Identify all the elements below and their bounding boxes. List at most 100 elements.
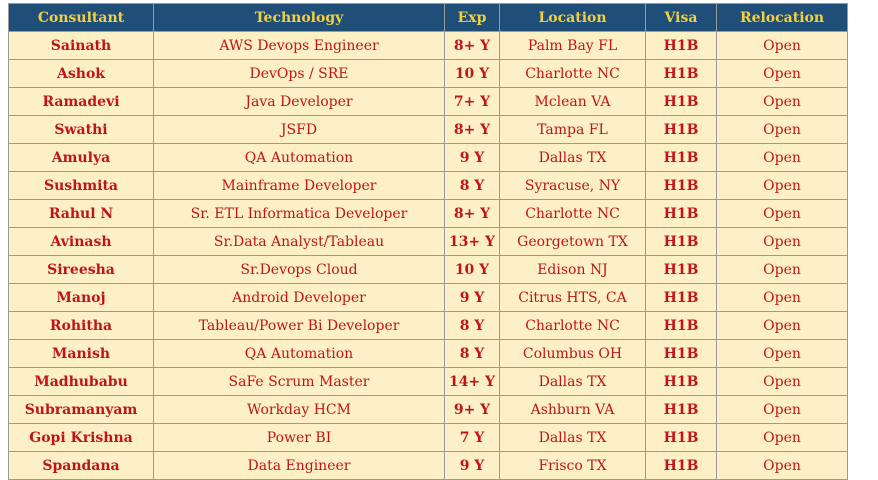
header-location: Location [499, 3, 646, 32]
table-row: Sainath AWS Devops Engineer 8+ Y Palm Bay F… [8, 31, 848, 60]
visa-cell: H1B [645, 451, 717, 480]
technology-cell: Java Developer [153, 87, 445, 116]
technology-cell: Sr. ETL Informatica Developer [153, 199, 445, 228]
relocation-cell: Open [716, 283, 848, 312]
technology-cell: SaFe Scrum Master [153, 367, 445, 396]
visa-cell: H1B [645, 339, 717, 368]
technology-cell: Mainframe Developer [153, 171, 445, 200]
technology-cell: AWS Devops Engineer [153, 31, 445, 60]
header-exp: Exp [444, 3, 500, 32]
relocation-cell: Open [716, 451, 848, 480]
consultant-table: Consultant Technology Exp Location Visa … [8, 3, 848, 480]
visa-cell: H1B [645, 143, 717, 172]
location-cell: Charlotte NC [499, 59, 646, 88]
consultant-cell: Sireesha [8, 255, 154, 284]
exp-cell: 8+ Y [444, 31, 500, 60]
location-cell: Mclean VA [499, 87, 646, 116]
consultant-cell: Ramadevi [8, 87, 154, 116]
table-row: Spandana Data Engineer 9 Y Frisco TX H1B Open [8, 451, 848, 480]
header-consultant: Consultant [8, 3, 154, 32]
relocation-cell: Open [716, 395, 848, 424]
exp-cell: 9 Y [444, 451, 500, 480]
location-cell: Charlotte NC [499, 311, 646, 340]
visa-cell: H1B [645, 59, 717, 88]
relocation-cell: Open [716, 199, 848, 228]
relocation-cell: Open [716, 227, 848, 256]
consultant-cell: Spandana [8, 451, 154, 480]
header-relocation: Relocation [716, 3, 848, 32]
table-row: Ramadevi Java Developer 7+ Y Mclean VA H1B Op… [8, 87, 848, 116]
table-row: Amulya QA Automation 9 Y Dallas TX H1B Open [8, 143, 848, 172]
visa-cell: H1B [645, 171, 717, 200]
relocation-cell: Open [716, 311, 848, 340]
exp-cell: 8+ Y [444, 199, 500, 228]
visa-cell: H1B [645, 283, 717, 312]
table-row: Swathi JSFD 8+ Y Tampa FL H1B Open [8, 115, 848, 144]
table-row: Subramanyam Workday HCM 9+ Y Ashburn VA H1B O… [8, 395, 848, 424]
exp-cell: 10 Y [444, 59, 500, 88]
exp-cell: 8+ Y [444, 115, 500, 144]
visa-cell: H1B [645, 227, 717, 256]
location-cell: Ashburn VA [499, 395, 646, 424]
exp-cell: 8 Y [444, 311, 500, 340]
location-cell: Dallas TX [499, 367, 646, 396]
table-row: Rahul N Sr. ETL Informatica Developer 8+ Y… [8, 199, 848, 228]
consultant-cell: Manish [8, 339, 154, 368]
technology-cell: Workday HCM [153, 395, 445, 424]
table-body: Sainath AWS Devops Engineer 8+ Y Palm Bay F… [8, 31, 848, 480]
location-cell: Frisco TX [499, 451, 646, 480]
relocation-cell: Open [716, 31, 848, 60]
table-header: Consultant Technology Exp Location Visa … [8, 3, 848, 32]
location-cell: Georgetown TX [499, 227, 646, 256]
exp-cell: 14+ Y [444, 367, 500, 396]
location-cell: Edison NJ [499, 255, 646, 284]
technology-cell: Sr.Data Analyst/Tableau [153, 227, 445, 256]
consultant-cell: Manoj [8, 283, 154, 312]
relocation-cell: Open [716, 59, 848, 88]
location-cell: Syracuse, NY [499, 171, 646, 200]
visa-cell: H1B [645, 255, 717, 284]
technology-cell: Tableau/Power Bi Developer [153, 311, 445, 340]
exp-cell: 10 Y [444, 255, 500, 284]
relocation-cell: Open [716, 87, 848, 116]
exp-cell: 8 Y [444, 339, 500, 368]
location-cell: Charlotte NC [499, 199, 646, 228]
technology-cell: Power BI [153, 423, 445, 452]
consultant-cell: Sushmita [8, 171, 154, 200]
location-cell: Dallas TX [499, 423, 646, 452]
consultant-cell: Subramanyam [8, 395, 154, 424]
location-cell: Tampa FL [499, 115, 646, 144]
table-row: Manoj Android Developer 9 Y Citrus HTS, CA H… [8, 283, 848, 312]
consultant-cell: Amulya [8, 143, 154, 172]
consultant-cell: Rahul N [8, 199, 154, 228]
technology-cell: Android Developer [153, 283, 445, 312]
visa-cell: H1B [645, 395, 717, 424]
relocation-cell: Open [716, 423, 848, 452]
header-row: Consultant Technology Exp Location Visa … [8, 3, 848, 32]
table-row: Manish QA Automation 8 Y Columbus OH H1B Open [8, 339, 848, 368]
location-cell: Palm Bay FL [499, 31, 646, 60]
location-cell: Dallas TX [499, 143, 646, 172]
relocation-cell: Open [716, 339, 848, 368]
relocation-cell: Open [716, 367, 848, 396]
consultant-cell: Gopi Krishna [8, 423, 154, 452]
location-cell: Citrus HTS, CA [499, 283, 646, 312]
relocation-cell: Open [716, 255, 848, 284]
exp-cell: 13+ Y [444, 227, 500, 256]
consultant-table-container: Consultant Technology Exp Location Visa … [8, 3, 848, 480]
technology-cell: JSFD [153, 115, 445, 144]
relocation-cell: Open [716, 171, 848, 200]
visa-cell: H1B [645, 367, 717, 396]
relocation-cell: Open [716, 115, 848, 144]
exp-cell: 9 Y [444, 283, 500, 312]
consultant-cell: Sainath [8, 31, 154, 60]
visa-cell: H1B [645, 87, 717, 116]
consultant-cell: Rohitha [8, 311, 154, 340]
visa-cell: H1B [645, 115, 717, 144]
technology-cell: Sr.Devops Cloud [153, 255, 445, 284]
location-cell: Columbus OH [499, 339, 646, 368]
table-row: Sireesha Sr.Devops Cloud 10 Y Edison NJ H1B O… [8, 255, 848, 284]
consultant-cell: Swathi [8, 115, 154, 144]
table-row: Rohitha Tableau/Power Bi Developer 8 Y Char… [8, 311, 848, 340]
visa-cell: H1B [645, 31, 717, 60]
